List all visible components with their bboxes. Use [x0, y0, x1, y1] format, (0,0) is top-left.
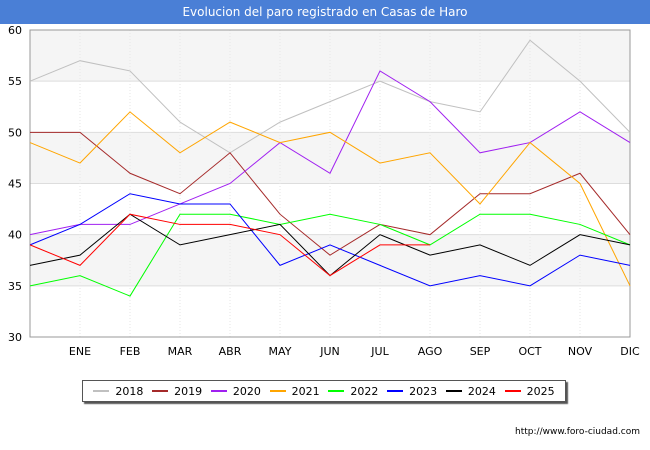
x-tick-label: SEP: [470, 345, 491, 358]
legend-label: 2022: [350, 384, 379, 398]
x-tick-label: FEB: [120, 345, 141, 358]
plot-frame: [29, 29, 631, 338]
plot-band: [30, 30, 630, 82]
x-tick-label: DIC: [620, 345, 640, 358]
y-tick-label: 55: [8, 75, 22, 88]
legend-swatch: [445, 390, 462, 392]
legend-swatch: [328, 390, 345, 392]
legend-label: 2021: [291, 384, 320, 398]
series-line-2022: [29, 213, 631, 297]
legend-swatch: [504, 390, 521, 392]
legend-label: 2023: [409, 384, 438, 398]
x-tick-label: MAY: [269, 345, 292, 358]
legend-item-2018: 2018: [93, 385, 143, 398]
plot-bands: [30, 30, 630, 286]
x-tick-label: ENE: [69, 345, 91, 358]
x-tick-label: JUL: [370, 345, 389, 358]
x-tick-label: ABR: [219, 345, 242, 358]
legend-item-2022: 2022: [328, 385, 378, 398]
y-tick-label: 45: [8, 178, 22, 191]
legend-item-2024: 2024: [445, 384, 496, 398]
series-line-2018: [29, 39, 631, 154]
series-line-2023: [29, 193, 631, 287]
legend-label: 2019: [174, 384, 203, 398]
y-tick-label: 60: [8, 24, 22, 37]
legend-item-2020: 2020: [210, 384, 261, 398]
plot-band: [30, 132, 630, 184]
legend-swatch: [93, 390, 110, 392]
y-tick-label: 50: [8, 126, 22, 139]
x-tick-label: OCT: [518, 345, 541, 358]
y-axis: 30 35 40 45 50 55 60: [8, 24, 22, 344]
legend-item-2019: 2019: [152, 385, 202, 398]
y-tick-label: 40: [8, 229, 22, 242]
source-link[interactable]: http://www.foro-ciudad.com: [515, 427, 640, 437]
series-lines: [29, 39, 631, 297]
legend-swatch: [269, 390, 286, 392]
legend-item-2023: 2023: [387, 385, 437, 398]
legend-label: 2018: [115, 384, 144, 398]
y-tick-label: 35: [8, 280, 22, 293]
series-line-2019: [30, 131, 631, 256]
legend-swatch: [387, 390, 404, 392]
series-line-2025: [29, 213, 430, 277]
legend-swatch: [152, 390, 169, 392]
x-tick-label: JUN: [319, 345, 340, 358]
legend-swatch: [210, 390, 227, 392]
legend-label: 2025: [526, 384, 555, 398]
x-tick-label: AGO: [418, 345, 443, 358]
x-axis: ENE FEB MAR ABR MAY JUN JUL AGO SEP OCT NOV DIC: [69, 345, 640, 358]
y-tick-label: 30: [8, 331, 22, 344]
x-tick-label: NOV: [568, 345, 593, 358]
legend-item-2021: 2021: [269, 384, 320, 398]
legend-item-2025: 2025: [504, 384, 555, 398]
series-line-2021: [29, 111, 631, 287]
legend-label: 2024: [467, 384, 496, 398]
x-tick-label: MAR: [168, 345, 193, 358]
chart-title: Evolucion del paro registrado en Casas d…: [0, 0, 650, 24]
legend-label: 2020: [232, 384, 261, 398]
legend: 2018 2019 2020 2021 2022 2023 2024 2025: [82, 380, 566, 402]
plot-band: [30, 234, 630, 286]
